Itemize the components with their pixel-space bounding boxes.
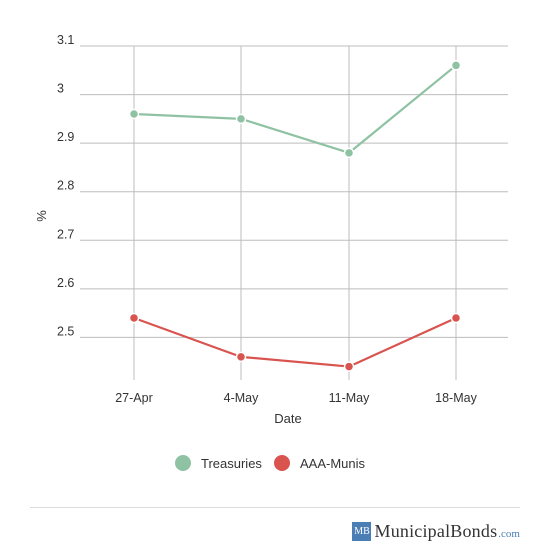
x-tick-label: 27-Apr [115, 391, 153, 405]
brand-logo: MB MunicipalBonds .com [352, 521, 520, 542]
x-tick-labels: 27-Apr 4-May 11-May 18-May [115, 391, 477, 405]
data-point [450, 60, 462, 71]
y-tick-label: 2.6 [57, 276, 74, 290]
x-axis-title: Date [274, 411, 301, 426]
footer-divider [30, 507, 520, 508]
y-tick-label: 2.7 [57, 227, 74, 241]
legend-marker [274, 455, 290, 471]
data-point [235, 113, 247, 125]
line-chart: 2.5 2.6 2.7 2.8 2.9 3 3.1 27-Apr 4-May 11-May 18-… [34, 33, 508, 471]
data-point [343, 147, 355, 159]
y-tick-label: 2.8 [57, 179, 74, 193]
series-line-2 [133, 316, 457, 368]
x-tick-label: 11-May [329, 391, 371, 405]
legend-label: AAA-Munis [300, 456, 366, 471]
brand-badge-icon: MB [352, 522, 372, 541]
legend-label: Treasuries [201, 456, 262, 471]
y-axis-title: % [34, 210, 49, 222]
brand-name: MunicipalBonds [374, 521, 498, 541]
data-point [128, 108, 140, 120]
y-tick-labels: 2.5 2.6 2.7 2.8 2.9 3 3.1 [57, 33, 74, 338]
series-line-1 [133, 64, 457, 154]
y-tick-label: 2.5 [57, 324, 74, 338]
legend-marker [175, 455, 191, 471]
y-tick-label: 2.9 [57, 130, 74, 144]
gridlines [80, 45, 508, 380]
data-point [343, 361, 355, 372]
y-tick-label: 3 [57, 82, 64, 96]
x-tick-label: 18-May [435, 391, 477, 405]
data-point [235, 351, 247, 363]
data-point [128, 312, 140, 324]
data-point [450, 312, 462, 324]
x-tick-label: 4-May [224, 391, 259, 405]
y-tick-label: 3.1 [57, 33, 74, 47]
series-layer [128, 60, 462, 372]
brand-suffix: .com [498, 528, 520, 540]
legend: Treasuries AAA-Munis [175, 455, 366, 471]
